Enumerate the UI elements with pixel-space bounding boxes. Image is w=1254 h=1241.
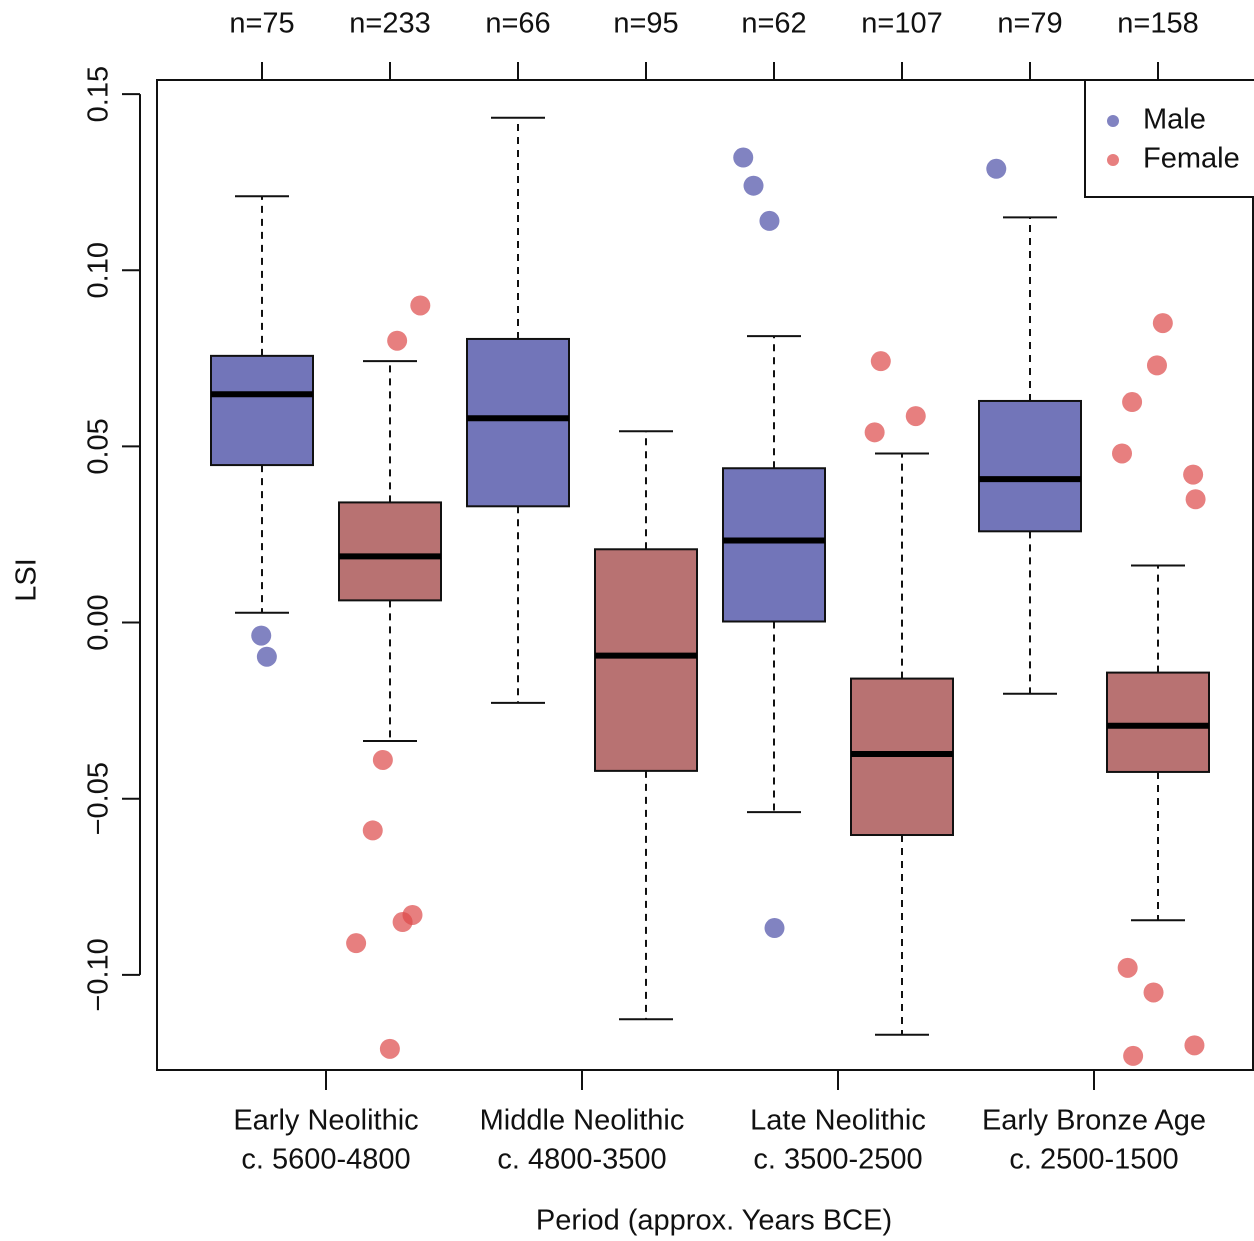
y-tick-label: 0.05: [83, 418, 115, 474]
outlier-point: [362, 820, 383, 841]
legend-marker: [1107, 154, 1119, 166]
outlier-point: [905, 406, 926, 427]
outlier-point: [346, 933, 367, 954]
outlier-point: [1152, 313, 1173, 334]
outlier-point: [410, 295, 431, 316]
outlier-point: [392, 912, 413, 933]
outlier-point: [1117, 957, 1138, 978]
outlier-point: [1112, 443, 1133, 464]
outlier-point: [759, 210, 780, 231]
legend-label: Male: [1143, 104, 1206, 136]
outlier-point: [379, 1038, 400, 1059]
n-label: n=158: [1117, 8, 1198, 40]
x-tick-label: c. 3500-2500: [753, 1144, 922, 1176]
y-axis-label: LSI: [11, 558, 43, 602]
legend-marker: [1107, 115, 1119, 127]
box: [978, 399, 1082, 533]
box: [594, 548, 698, 772]
x-tick-label: Early Neolithic: [233, 1105, 418, 1137]
outlier-point: [1143, 982, 1164, 1003]
outlier-point: [1146, 355, 1167, 376]
n-label: n=95: [613, 8, 678, 40]
x-tick-label: Middle Neolithic: [480, 1105, 685, 1137]
outlier-point: [1183, 464, 1204, 485]
y-tick-label: 0.10: [83, 242, 115, 298]
outlier-point: [251, 625, 272, 646]
legend-box: [1084, 79, 1254, 198]
y-tick-label: −0.05: [83, 762, 115, 835]
outlier-point: [764, 918, 785, 939]
n-label: n=79: [997, 8, 1062, 40]
x-tick-label: c. 2500-1500: [1009, 1144, 1178, 1176]
outlier-point: [986, 158, 1007, 179]
outlier-point: [733, 147, 754, 168]
box: [722, 467, 826, 623]
box: [466, 337, 570, 508]
n-label: n=107: [861, 8, 942, 40]
outlier-point: [256, 646, 277, 667]
outlier-point: [1184, 1035, 1205, 1056]
outlier-point: [387, 330, 408, 351]
outlier-point: [743, 175, 764, 196]
legend-label: Female: [1143, 143, 1240, 175]
outlier-point: [864, 422, 885, 443]
n-label: n=66: [485, 8, 550, 40]
outlier-point: [1185, 489, 1206, 510]
x-tick-label: Early Bronze Age: [982, 1105, 1206, 1137]
y-tick-label: −0.10: [83, 938, 115, 1011]
x-tick-label: Late Neolithic: [750, 1105, 926, 1137]
x-tick-label: c. 5600-4800: [241, 1144, 410, 1176]
box: [210, 354, 314, 467]
n-label: n=75: [229, 8, 294, 40]
y-tick-label: 0.15: [83, 66, 115, 122]
x-tick-label: c. 4800-3500: [497, 1144, 666, 1176]
outlier-point: [1123, 1045, 1144, 1066]
outlier-point: [1122, 392, 1143, 413]
outlier-point: [372, 749, 393, 770]
x-axis-label: Period (approx. Years BCE): [536, 1205, 892, 1237]
outlier-point: [870, 351, 891, 372]
y-tick-label: 0.00: [83, 594, 115, 650]
n-label: n=233: [349, 8, 430, 40]
plot-frame: [156, 79, 1254, 1071]
box: [338, 501, 442, 602]
n-label: n=62: [741, 8, 806, 40]
box: [1106, 671, 1210, 773]
